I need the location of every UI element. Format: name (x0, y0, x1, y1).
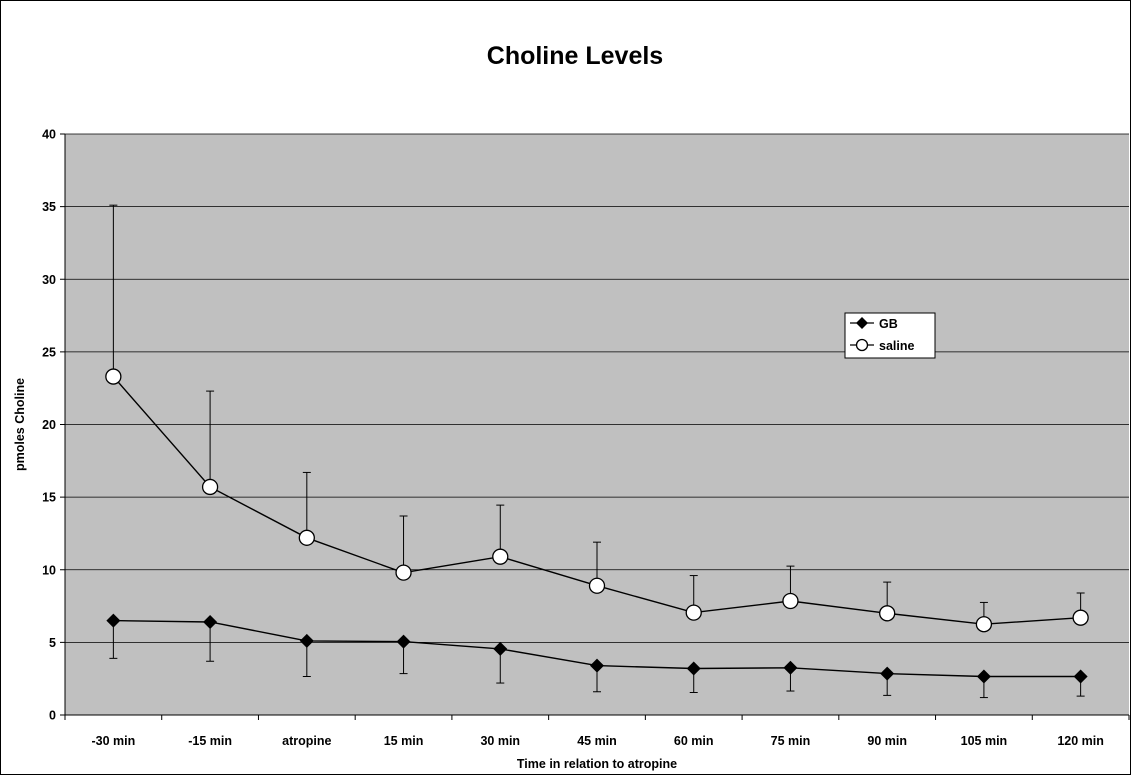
y-tick-label: 0 (49, 709, 56, 723)
data-point-gb (203, 615, 218, 630)
x-axis-title: Time in relation to atropine (517, 757, 677, 771)
data-point-saline (1072, 609, 1089, 626)
y-tick-label: 15 (42, 491, 56, 505)
series-saline (105, 204, 1089, 633)
x-tick-label: 120 min (1057, 734, 1104, 748)
x-tick-label: 45 min (577, 734, 617, 748)
data-point-gb (880, 666, 895, 681)
x-tick-label: 75 min (771, 734, 811, 748)
data-point-gb (783, 660, 798, 675)
x-tick-label: 105 min (961, 734, 1008, 748)
x-tick-label: 15 min (384, 734, 424, 748)
y-axis-title: pmoles Choline (13, 378, 27, 471)
y-tick-label: 20 (42, 418, 56, 432)
data-point-saline (975, 616, 993, 633)
legend-label-saline: saline (879, 339, 914, 353)
y-tick-label: 35 (42, 200, 56, 214)
data-point-saline (879, 605, 896, 622)
series-layer (105, 204, 1089, 699)
y-tick-label: 25 (42, 345, 56, 359)
legend: GB saline (844, 312, 936, 359)
y-tick-label: 10 (42, 563, 56, 577)
x-tick-label: -30 min (91, 734, 135, 748)
legend-label-gb: GB (879, 317, 898, 331)
data-point-saline (395, 564, 412, 581)
data-point-saline (298, 529, 315, 546)
data-point-gb (1073, 669, 1088, 684)
chart-title: Choline Levels (487, 42, 663, 70)
data-point-saline (588, 577, 606, 594)
x-tick-label: 60 min (674, 734, 714, 748)
x-tick-label: -15 min (188, 734, 232, 748)
x-tick-label: 90 min (867, 734, 907, 748)
x-tick-label: 30 min (480, 734, 520, 748)
y-axis-ticks: 0 5 10 15 20 25 30 35 40 (42, 128, 65, 723)
y-tick-label: 5 (49, 636, 56, 650)
data-point-saline (105, 368, 122, 385)
x-axis-ticks: -30 min -15 min atropine 15 min 30 min 45 min… (64, 715, 1130, 748)
legend-marker-saline (855, 338, 869, 352)
legend-marker-gb (856, 317, 868, 329)
data-point-saline (685, 604, 702, 621)
data-point-saline (201, 478, 219, 496)
data-point-gb (686, 661, 701, 676)
data-point-gb (976, 669, 991, 684)
data-point-gb (493, 641, 508, 656)
data-point-gb (590, 658, 604, 673)
data-point-gb (396, 634, 411, 649)
data-point-gb (106, 613, 121, 628)
data-point-saline (782, 592, 799, 610)
x-tick-label: atropine (282, 734, 331, 748)
series-gb (106, 613, 1088, 699)
y-tick-label: 30 (42, 273, 56, 287)
data-point-saline (492, 548, 509, 565)
data-point-gb (299, 633, 314, 648)
y-tick-label: 40 (42, 128, 56, 142)
